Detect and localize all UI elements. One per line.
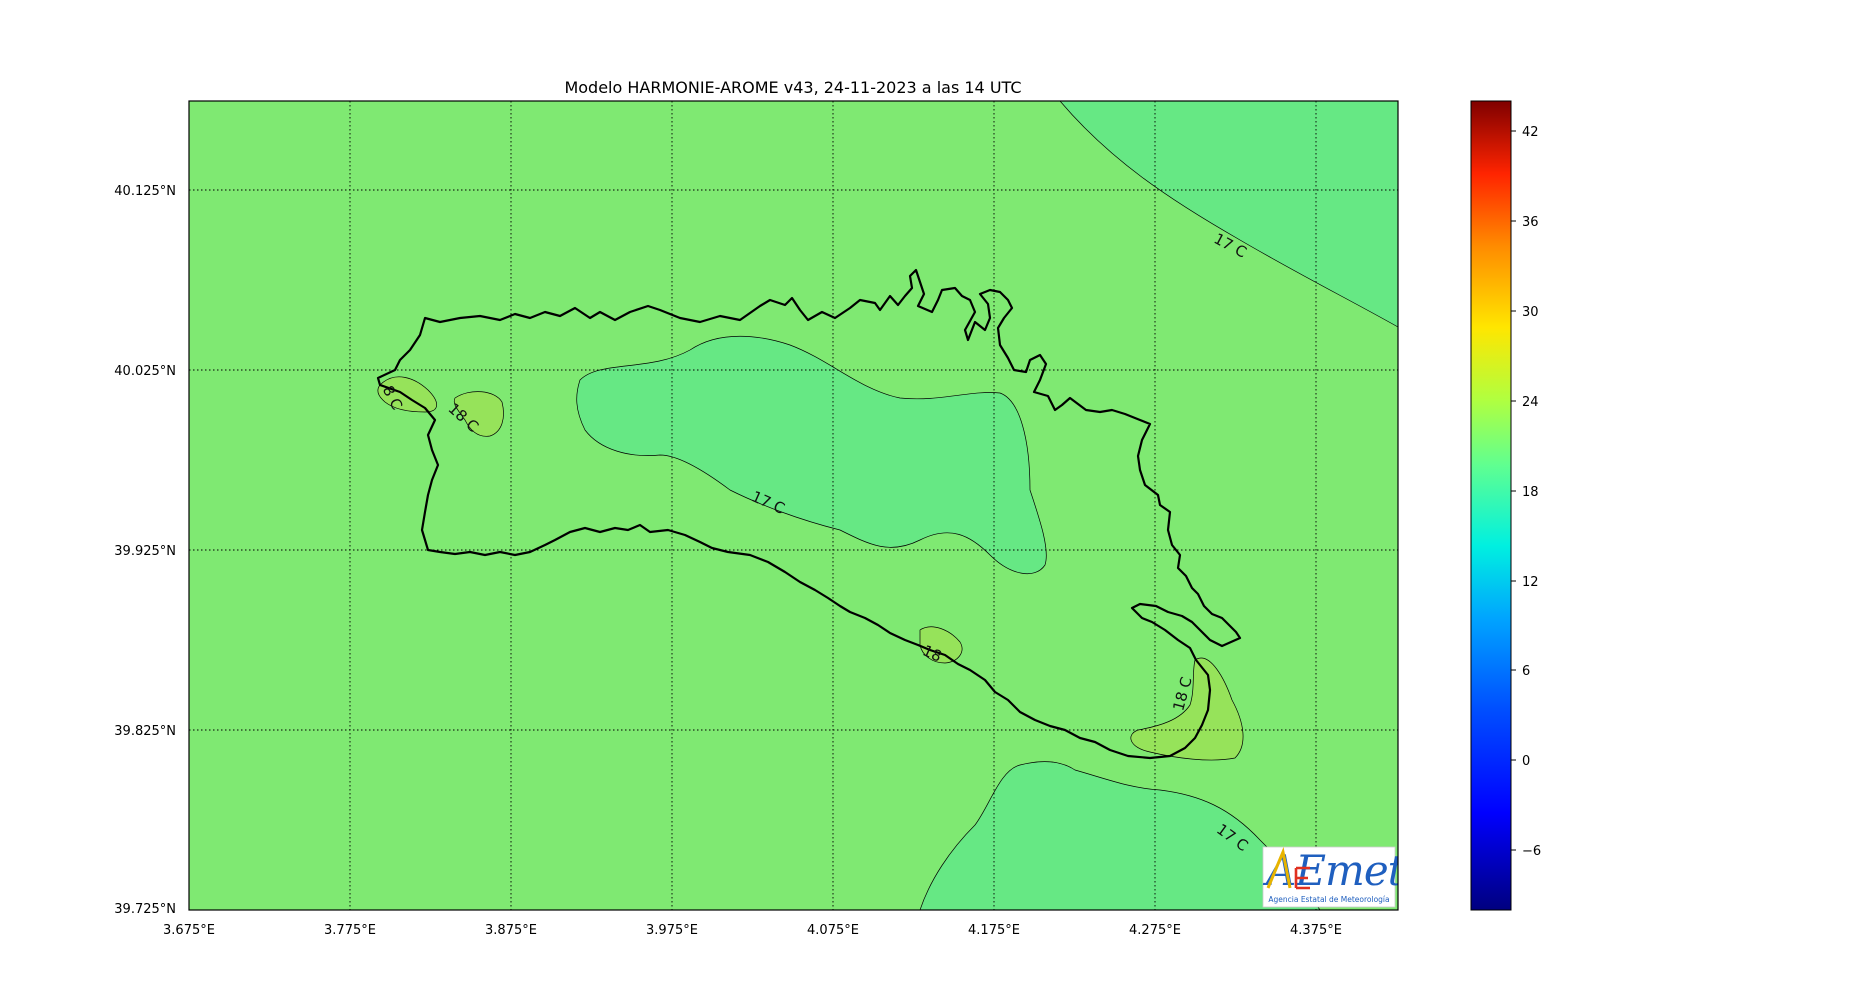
field-region-18-east <box>1130 657 1244 761</box>
field-region-18-south <box>919 626 963 664</box>
field-region-17-center <box>576 335 1047 574</box>
latitude-axis: 40.125°N 40.025°N 39.925°N 39.825°N 39.7… <box>114 184 176 917</box>
lon-tick-label: 4.375°E <box>1290 923 1342 938</box>
colorbar-gradient <box>1470 100 1512 911</box>
lon-tick-label: 4.075°E <box>807 923 859 938</box>
island-coastline <box>376 268 1242 760</box>
aemet-logo: AEmet Agencia Estatal de Meteorología <box>1262 846 1398 908</box>
colorbar-tick-label: −6 <box>1522 844 1541 859</box>
lat-tick-label: 39.825°N <box>114 724 176 739</box>
field-region-17-ne <box>1059 101 1398 328</box>
lon-tick-label: 3.675°E <box>163 923 215 938</box>
colorbar-tick-label: 30 <box>1522 305 1539 320</box>
colorbar: 42 36 30 24 18 12 6 0 −6 <box>1470 100 1541 911</box>
map-title: Modelo HARMONIE-AROME v43, 24-11-2023 a … <box>564 78 1021 97</box>
temperature-field: 17 C 17 C 17 C 8 C 18 C 18 18 C AEmet Ag… <box>189 101 1398 910</box>
lat-tick-label: 39.725°N <box>114 902 176 917</box>
colorbar-tick-label: 18 <box>1522 485 1539 500</box>
lon-tick-label: 3.875°E <box>485 923 537 938</box>
aemet-logo-subtitle: Agencia Estatal de Meteorología <box>1268 895 1389 904</box>
lon-tick-label: 3.775°E <box>324 923 376 938</box>
colorbar-tick-label: 6 <box>1522 664 1530 679</box>
plot-frame <box>188 100 1399 911</box>
colorbar-tick-label: 0 <box>1522 754 1530 769</box>
colorbar-tick-label: 12 <box>1522 575 1539 590</box>
colorbar-tick-label: 24 <box>1522 395 1539 410</box>
lon-tick-label: 4.175°E <box>968 923 1020 938</box>
lon-tick-label: 4.275°E <box>1129 923 1181 938</box>
field-region-17-se <box>919 761 1321 910</box>
lat-tick-label: 40.125°N <box>114 184 176 199</box>
lon-tick-label: 3.975°E <box>646 923 698 938</box>
field-region-18-west-b <box>453 391 504 437</box>
longitude-axis: 3.675°E 3.775°E 3.875°E 3.975°E 4.075°E … <box>163 923 1342 938</box>
field-region-18-west-a <box>377 376 437 413</box>
lat-tick-label: 39.925°N <box>114 544 176 559</box>
colorbar-tick-label: 42 <box>1522 125 1539 140</box>
colorbar-tick-label: 36 <box>1522 215 1539 230</box>
map-gridlines <box>189 101 1398 910</box>
lat-tick-label: 40.025°N <box>114 364 176 379</box>
